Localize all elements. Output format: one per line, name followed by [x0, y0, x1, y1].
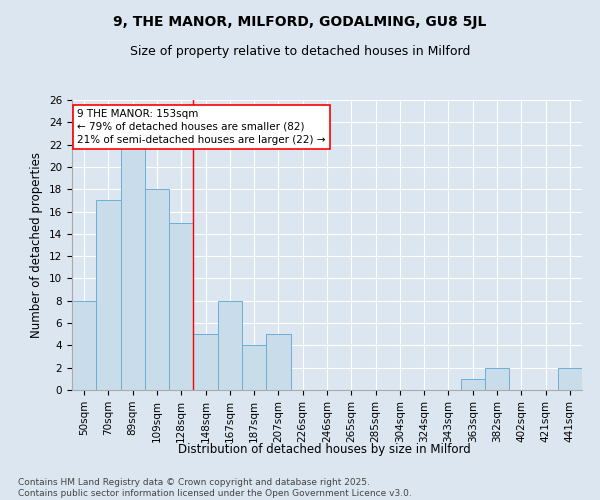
Text: 9, THE MANOR, MILFORD, GODALMING, GU8 5JL: 9, THE MANOR, MILFORD, GODALMING, GU8 5J… — [113, 15, 487, 29]
Bar — [242, 346, 266, 390]
Bar — [266, 334, 290, 390]
Bar — [72, 301, 96, 390]
Bar — [145, 189, 169, 390]
Bar — [218, 301, 242, 390]
Text: Contains HM Land Registry data © Crown copyright and database right 2025.
Contai: Contains HM Land Registry data © Crown c… — [18, 478, 412, 498]
Text: Size of property relative to detached houses in Milford: Size of property relative to detached ho… — [130, 45, 470, 58]
Bar — [461, 379, 485, 390]
Bar — [121, 144, 145, 390]
Y-axis label: Number of detached properties: Number of detached properties — [31, 152, 43, 338]
Bar — [169, 222, 193, 390]
Bar — [485, 368, 509, 390]
Bar — [96, 200, 121, 390]
Text: Distribution of detached houses by size in Milford: Distribution of detached houses by size … — [178, 442, 470, 456]
Bar — [193, 334, 218, 390]
Bar — [558, 368, 582, 390]
Text: 9 THE MANOR: 153sqm
← 79% of detached houses are smaller (82)
21% of semi-detach: 9 THE MANOR: 153sqm ← 79% of detached ho… — [77, 108, 326, 145]
